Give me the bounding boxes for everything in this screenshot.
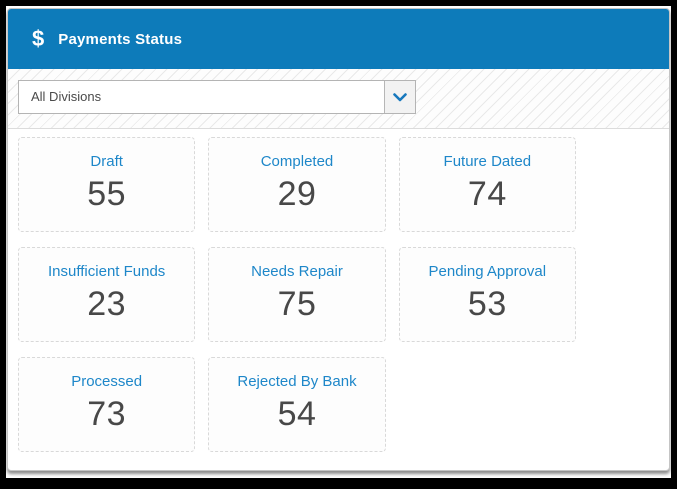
status-tile-label: Draft: [90, 153, 123, 170]
status-tile-value: 55: [87, 175, 127, 213]
status-tile[interactable]: Future Dated 74: [398, 137, 576, 232]
status-tile-value: 75: [277, 285, 317, 323]
status-tile-label: Future Dated: [443, 153, 532, 170]
page-background: $ Payments Status All Divisions Draft 5: [6, 6, 671, 478]
status-tile-value: 23: [87, 285, 127, 323]
payments-status-widget: $ Payments Status All Divisions Draft 5: [7, 8, 670, 471]
status-tile[interactable]: Completed 29: [208, 137, 386, 232]
status-tile-label: Insufficient Funds: [48, 263, 166, 280]
status-tile-value: 54: [277, 395, 317, 433]
status-tile[interactable]: Needs Repair 75: [208, 247, 386, 342]
status-tile[interactable]: Draft 55: [18, 137, 196, 232]
division-dropdown-value[interactable]: All Divisions: [31, 89, 102, 104]
dollar-icon: $: [32, 26, 45, 51]
status-tile[interactable]: Processed 73: [18, 357, 196, 452]
status-tile[interactable]: Insufficient Funds 23: [18, 247, 196, 342]
status-tile-value: 73: [87, 395, 127, 433]
widget-title: Payments Status: [58, 30, 183, 48]
chevron-down-icon: [393, 92, 407, 101]
status-tile-value: 29: [277, 175, 317, 213]
status-tile-value: 53: [467, 285, 507, 323]
status-tile[interactable]: Pending Approval 53: [398, 247, 576, 342]
status-tile-label: Needs Repair: [251, 263, 343, 280]
status-tile-label: Processed: [71, 373, 143, 390]
status-tile-label: Pending Approval: [428, 263, 547, 280]
division-dropdown-open-button[interactable]: [384, 81, 415, 113]
widget-header: $ Payments Status: [8, 9, 669, 69]
status-tile-grid: Draft 55 Completed 29 Future Dated 74: [18, 137, 576, 452]
status-tile-label: Completed: [260, 153, 334, 170]
status-tile-label: Rejected By Bank: [237, 373, 357, 390]
status-tile[interactable]: Rejected By Bank 54: [208, 357, 386, 452]
status-tile-value: 74: [467, 175, 507, 213]
filter-bar: All Divisions: [8, 69, 669, 129]
widget-content: Draft 55 Completed 29 Future Dated 74: [8, 129, 669, 452]
division-dropdown[interactable]: All Divisions: [18, 80, 416, 114]
